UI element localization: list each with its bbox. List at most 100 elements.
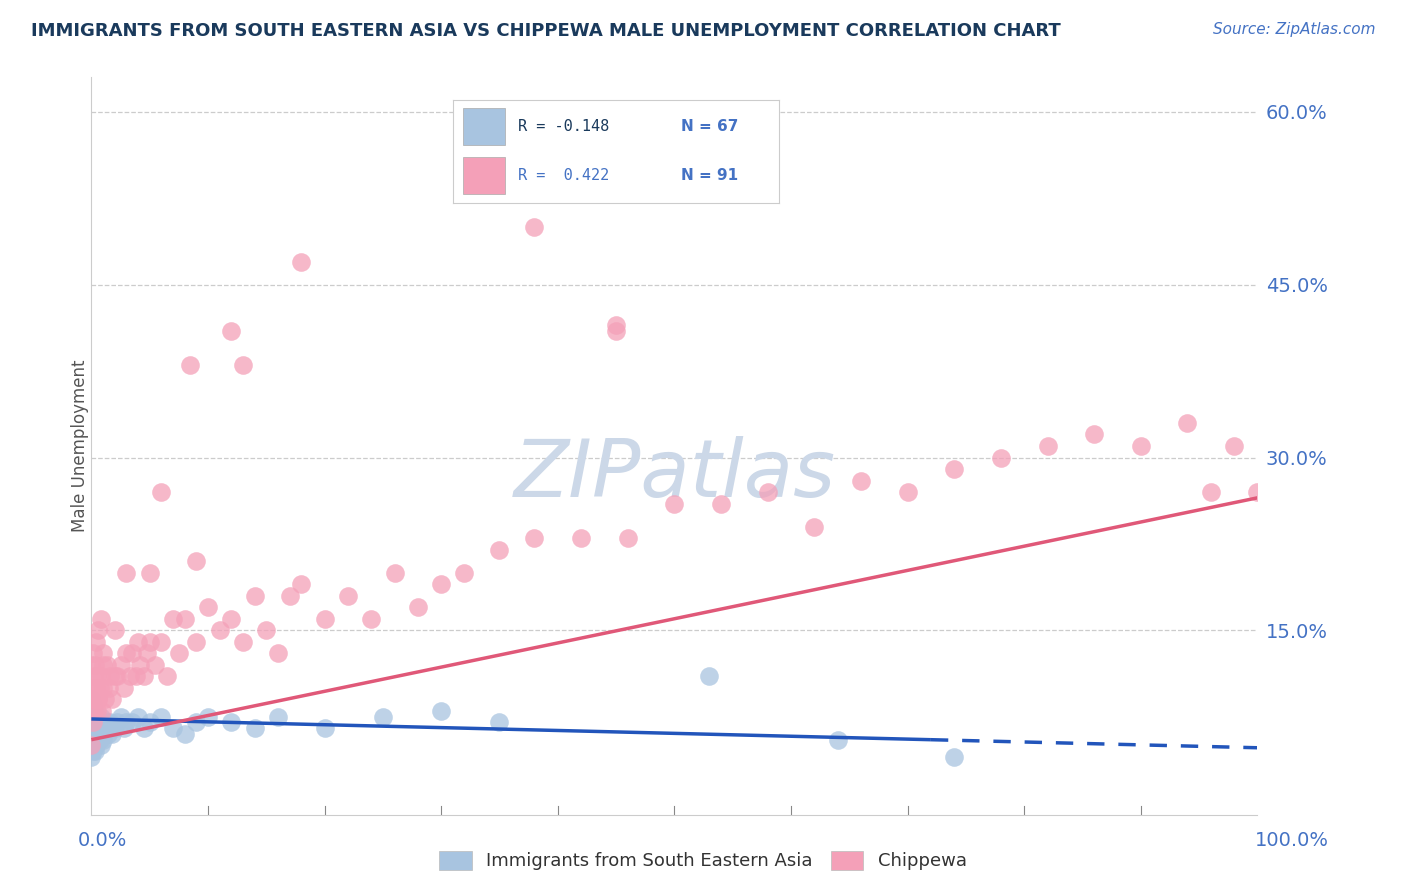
- Point: [96, 657, 118, 672]
- Point: [360, 612, 382, 626]
- Point: [1083, 427, 1105, 442]
- Point: [197, 600, 219, 615]
- Point: [186, 715, 208, 730]
- Point: [80, 657, 103, 672]
- Point: [219, 324, 242, 338]
- Point: [105, 669, 128, 683]
- Point: [90, 669, 112, 683]
- Point: [91, 657, 114, 672]
- Point: [267, 709, 290, 723]
- Point: [605, 318, 627, 332]
- Point: [150, 485, 173, 500]
- Point: [145, 657, 167, 672]
- Point: [943, 750, 966, 764]
- Point: [897, 485, 920, 500]
- Point: [219, 715, 242, 730]
- Point: [156, 669, 179, 683]
- Point: [82, 709, 104, 723]
- Point: [80, 709, 103, 723]
- Point: [83, 744, 105, 758]
- Point: [86, 704, 108, 718]
- Point: [173, 612, 195, 626]
- Point: [186, 635, 208, 649]
- Point: [90, 709, 112, 723]
- Text: ZIPatlas: ZIPatlas: [513, 436, 835, 515]
- Point: [82, 698, 104, 713]
- Point: [699, 669, 721, 683]
- Point: [138, 566, 160, 580]
- Point: [97, 681, 120, 695]
- Point: [1036, 439, 1059, 453]
- Point: [80, 739, 103, 753]
- Point: [105, 715, 128, 730]
- Point: [173, 727, 195, 741]
- Point: [1223, 439, 1246, 453]
- Point: [278, 589, 301, 603]
- Point: [90, 727, 112, 741]
- Point: [110, 657, 132, 672]
- Point: [84, 681, 107, 695]
- Point: [1246, 485, 1268, 500]
- Point: [104, 721, 127, 735]
- Point: [83, 704, 105, 718]
- Point: [827, 732, 849, 747]
- Point: [167, 646, 190, 660]
- Point: [314, 612, 336, 626]
- Point: [1177, 416, 1199, 430]
- Point: [87, 692, 110, 706]
- Point: [94, 692, 117, 706]
- Point: [90, 612, 112, 626]
- Point: [115, 646, 138, 660]
- Point: [89, 721, 111, 735]
- Point: [112, 721, 135, 735]
- Point: [112, 681, 135, 695]
- Point: [93, 727, 115, 741]
- Point: [90, 704, 112, 718]
- Point: [80, 739, 103, 753]
- Point: [86, 721, 108, 735]
- Point: [115, 715, 138, 730]
- Point: [89, 681, 111, 695]
- Point: [82, 715, 104, 730]
- Point: [91, 715, 114, 730]
- Point: [254, 624, 277, 638]
- Point: [523, 531, 546, 545]
- Point: [80, 692, 103, 706]
- Point: [569, 531, 592, 545]
- Point: [150, 709, 173, 723]
- Point: [129, 657, 152, 672]
- Point: [290, 577, 312, 591]
- Point: [97, 721, 120, 735]
- Point: [83, 739, 105, 753]
- Point: [87, 727, 110, 741]
- Point: [849, 474, 872, 488]
- Point: [314, 721, 336, 735]
- Point: [87, 624, 110, 638]
- Point: [406, 600, 429, 615]
- Point: [91, 732, 114, 747]
- Point: [110, 709, 132, 723]
- Point: [98, 715, 121, 730]
- Point: [87, 692, 110, 706]
- Point: [82, 721, 104, 735]
- Point: [82, 681, 104, 695]
- Point: [127, 635, 149, 649]
- Point: [232, 359, 254, 373]
- Text: Source: ZipAtlas.com: Source: ZipAtlas.com: [1212, 22, 1375, 37]
- Point: [80, 704, 103, 718]
- Point: [118, 669, 141, 683]
- Point: [115, 566, 138, 580]
- Point: [83, 692, 105, 706]
- Point: [83, 657, 105, 672]
- Point: [86, 732, 108, 747]
- Point: [80, 721, 103, 735]
- Point: [208, 624, 231, 638]
- Point: [290, 254, 312, 268]
- Point: [87, 715, 110, 730]
- Point: [83, 732, 105, 747]
- Point: [98, 669, 121, 683]
- Point: [80, 732, 103, 747]
- Point: [605, 324, 627, 338]
- Point: [138, 635, 160, 649]
- Point: [132, 669, 155, 683]
